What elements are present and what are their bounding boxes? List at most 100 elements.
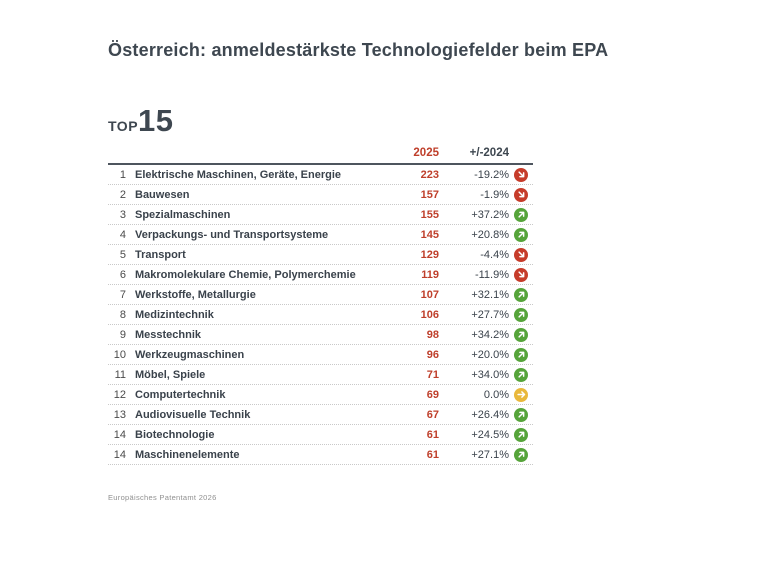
row-value: 98 bbox=[426, 328, 439, 341]
row-name: Spezialmaschinen bbox=[135, 208, 231, 221]
row-icon-cell bbox=[509, 227, 533, 242]
row-icon-cell bbox=[509, 287, 533, 302]
row-rank: 12 bbox=[113, 388, 126, 401]
trend-down-arrow-icon bbox=[514, 187, 528, 202]
row-change: +37.2% bbox=[471, 208, 509, 221]
row-icon-cell bbox=[509, 167, 533, 182]
row-change: +34.0% bbox=[471, 368, 509, 381]
table-row: 12 Computertechnik 69 0.0% bbox=[108, 385, 533, 405]
row-change: +32.1% bbox=[471, 288, 509, 301]
row-value: 67 bbox=[426, 408, 439, 421]
row-rank: 11 bbox=[114, 368, 126, 381]
row-icon-cell bbox=[509, 247, 533, 262]
table-row: 6 Makromolekulare Chemie, Polymerchemie … bbox=[108, 265, 533, 285]
row-icon-cell bbox=[509, 447, 533, 462]
trend-down-arrow-icon bbox=[514, 247, 528, 262]
table-row: 8 Medizintechnik 106 +27.7% bbox=[108, 305, 533, 325]
row-name: Messtechnik bbox=[135, 328, 202, 341]
row-change: +34.2% bbox=[471, 328, 509, 341]
row-value: 96 bbox=[426, 348, 439, 361]
row-change: -19.2% bbox=[474, 168, 509, 181]
row-value: 71 bbox=[426, 368, 439, 381]
row-rank: 14 bbox=[113, 448, 126, 461]
row-rank: 4 bbox=[119, 228, 126, 241]
table-row: 3 Spezialmaschinen 155 +37.2% bbox=[108, 205, 533, 225]
trend-up-arrow-icon bbox=[514, 327, 528, 342]
row-change: -1.9% bbox=[480, 188, 509, 201]
row-icon-cell bbox=[509, 187, 533, 202]
page-title: Österreich: anmeldestärkste Technologief… bbox=[108, 40, 609, 60]
trend-up-arrow-icon bbox=[514, 287, 528, 302]
row-name: Elektrische Maschinen, Geräte, Energie bbox=[135, 168, 342, 181]
table-row: 14 Maschinenelemente 61 +27.1% bbox=[108, 445, 533, 465]
table-row: 10 Werkzeugmaschinen 96 +20.0% bbox=[108, 345, 533, 365]
row-value: 106 bbox=[420, 308, 439, 321]
trend-up-arrow-icon bbox=[514, 447, 528, 462]
row-rank: 8 bbox=[119, 308, 126, 321]
row-rank: 2 bbox=[119, 188, 126, 201]
row-change: +20.0% bbox=[471, 348, 509, 361]
row-value: 145 bbox=[420, 228, 439, 241]
row-change: +26.4% bbox=[471, 408, 509, 421]
table-body: 1 Elektrische Maschinen, Geräte, Energie… bbox=[108, 165, 533, 465]
top-number: 15 bbox=[138, 103, 174, 138]
table-header-row: 2025 +/-2024 bbox=[108, 137, 533, 165]
row-name: Werkstoffe, Metallurgie bbox=[135, 288, 256, 301]
table-row: 5 Transport 129 -4.4% bbox=[108, 245, 533, 265]
row-icon-cell bbox=[509, 207, 533, 222]
trend-up-arrow-icon bbox=[514, 367, 528, 382]
row-value: 61 bbox=[426, 448, 439, 461]
row-change: 0.0% bbox=[483, 388, 509, 401]
row-change: +27.1% bbox=[471, 448, 509, 461]
row-icon-cell bbox=[509, 347, 533, 362]
row-rank: 14 bbox=[113, 428, 126, 441]
row-rank: 9 bbox=[119, 328, 126, 341]
column-header-change: +/-2024 bbox=[469, 147, 509, 159]
table-row: 4 Verpackungs- und Transportsysteme 145 … bbox=[108, 225, 533, 245]
row-name: Makromolekulare Chemie, Polymerchemie bbox=[135, 268, 356, 281]
row-change: -4.4% bbox=[480, 248, 509, 261]
row-change: +20.8% bbox=[471, 228, 509, 241]
trend-flat-arrow-icon bbox=[514, 387, 528, 402]
row-value: 69 bbox=[426, 388, 439, 401]
row-rank: 10 bbox=[113, 348, 126, 361]
ranking-table: 2025 +/-2024 1 Elektrische Maschinen, Ge… bbox=[108, 137, 533, 465]
row-name: Verpackungs- und Transportsysteme bbox=[135, 228, 329, 241]
table-row: 14 Biotechnologie 61 +24.5% bbox=[108, 425, 533, 445]
row-name: Audiovisuelle Technik bbox=[135, 408, 251, 421]
row-icon-cell bbox=[509, 267, 533, 282]
row-rank: 5 bbox=[119, 248, 126, 261]
row-value: 129 bbox=[420, 248, 439, 261]
row-rank: 6 bbox=[119, 268, 126, 281]
top-label: TOP bbox=[108, 118, 139, 134]
row-value: 155 bbox=[420, 208, 439, 221]
row-value: 61 bbox=[426, 428, 439, 441]
trend-up-arrow-icon bbox=[514, 347, 528, 362]
column-header-year: 2025 bbox=[413, 147, 439, 159]
row-icon-cell bbox=[509, 367, 533, 382]
row-name: Maschinenelemente bbox=[135, 448, 240, 461]
row-name: Biotechnologie bbox=[135, 428, 215, 441]
row-rank: 3 bbox=[119, 208, 126, 221]
row-name: Computertechnik bbox=[135, 388, 226, 401]
table-row: 2 Bauwesen 157 -1.9% bbox=[108, 185, 533, 205]
row-rank: 7 bbox=[119, 288, 126, 301]
row-value: 107 bbox=[420, 288, 439, 301]
row-value: 157 bbox=[420, 188, 439, 201]
trend-up-arrow-icon bbox=[514, 207, 528, 222]
row-rank: 1 bbox=[119, 168, 126, 181]
table-row: 11 Möbel, Spiele 71 +34.0% bbox=[108, 365, 533, 385]
row-rank: 13 bbox=[113, 408, 126, 421]
trend-up-arrow-icon bbox=[514, 407, 528, 422]
row-name: Transport bbox=[135, 248, 186, 261]
trend-down-arrow-icon bbox=[514, 267, 528, 282]
table-row: 9 Messtechnik 98 +34.2% bbox=[108, 325, 533, 345]
row-icon-cell bbox=[509, 327, 533, 342]
table-row: 1 Elektrische Maschinen, Geräte, Energie… bbox=[108, 165, 533, 185]
trend-up-arrow-icon bbox=[514, 227, 528, 242]
trend-down-arrow-icon bbox=[514, 167, 528, 182]
row-icon-cell bbox=[509, 407, 533, 422]
row-name: Bauwesen bbox=[135, 188, 190, 201]
table-row: 13 Audiovisuelle Technik 67 +26.4% bbox=[108, 405, 533, 425]
